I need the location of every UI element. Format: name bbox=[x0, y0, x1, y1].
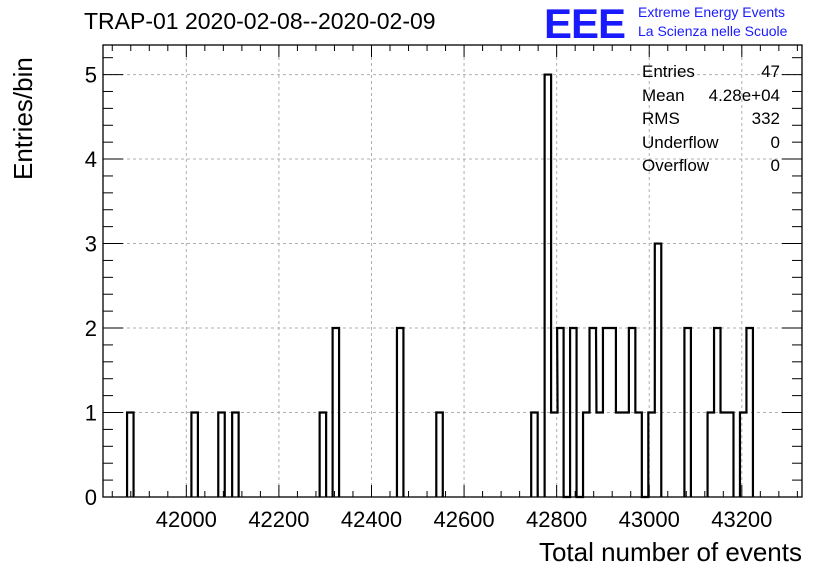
y-tick-label: 4 bbox=[85, 147, 97, 172]
logo-line-2: La Scienza nelle Scuole bbox=[638, 23, 788, 39]
histogram-bin bbox=[590, 328, 596, 497]
histogram-bin bbox=[320, 413, 326, 497]
logo-line-1: Extreme Energy Events bbox=[638, 4, 786, 20]
histogram-bin bbox=[746, 328, 752, 497]
stat-mean: Mean 4.28e+04 bbox=[642, 84, 780, 108]
histogram-bin bbox=[557, 328, 563, 497]
histogram-bin bbox=[127, 413, 133, 497]
eee-logo: EEE bbox=[544, 0, 626, 47]
histogram-bin bbox=[232, 413, 238, 497]
histogram-bin bbox=[436, 413, 442, 497]
histogram-bin bbox=[727, 413, 733, 497]
x-tick-label: 42400 bbox=[341, 507, 402, 532]
histogram-bin bbox=[570, 328, 576, 497]
histogram-bin bbox=[603, 328, 609, 497]
stat-label: Entries bbox=[642, 62, 695, 81]
x-tick-label: 43200 bbox=[711, 507, 772, 532]
tick-labels: 42000 42200 42400 42600 42800 43000 43200 0 1 2 3 4… bbox=[85, 63, 773, 532]
histogram-bin bbox=[191, 413, 197, 497]
stat-value: 0 bbox=[770, 132, 780, 152]
histogram-bin bbox=[740, 413, 746, 497]
histogram-bin bbox=[635, 413, 641, 497]
histogram-bin bbox=[708, 413, 714, 497]
logo-caption: Extreme Energy Events La Scienza nelle S… bbox=[638, 3, 787, 41]
histogram-bin bbox=[596, 413, 602, 497]
stat-label: Mean bbox=[642, 85, 685, 105]
y-tick-label: 3 bbox=[85, 232, 97, 257]
stat-entries: Entries 47 bbox=[642, 60, 780, 84]
chart-title: TRAP-01 2020-02-08--2020-02-09 bbox=[84, 8, 436, 34]
histogram-bin bbox=[714, 328, 720, 497]
stat-overflow: Overflow 0 bbox=[642, 154, 780, 178]
x-tick-label: 42800 bbox=[526, 507, 587, 532]
y-tick-label: 5 bbox=[85, 63, 97, 88]
stat-value: 47 bbox=[761, 62, 780, 81]
histogram-bin bbox=[545, 75, 551, 497]
x-tick-label: 42000 bbox=[156, 507, 217, 532]
y-tick-label: 1 bbox=[85, 401, 97, 426]
stat-rms: RMS 332 bbox=[642, 107, 780, 131]
stat-label: Underflow bbox=[642, 132, 719, 152]
histogram-bin bbox=[616, 413, 622, 497]
stat-value: 0 bbox=[770, 156, 780, 175]
histogram-bin bbox=[622, 413, 628, 497]
histogram-bin bbox=[648, 413, 654, 497]
stat-label: Overflow bbox=[642, 156, 710, 175]
stat-value: 4.28e+04 bbox=[708, 85, 780, 105]
histogram-bin bbox=[531, 413, 537, 497]
x-tick-label: 43000 bbox=[619, 507, 680, 532]
stat-value: 332 bbox=[751, 109, 780, 128]
histogram-bin bbox=[684, 328, 690, 497]
histogram-bin bbox=[397, 328, 403, 497]
stat-underflow: Underflow 0 bbox=[642, 131, 780, 155]
x-tick-label: 42200 bbox=[248, 507, 309, 532]
histogram-bin bbox=[721, 413, 727, 497]
histogram-bin bbox=[218, 413, 224, 497]
axis-ticks bbox=[103, 45, 802, 498]
histogram-bars bbox=[125, 73, 755, 499]
y-tick-label: 2 bbox=[85, 316, 97, 341]
histogram-bin bbox=[333, 328, 339, 497]
histogram-outline bbox=[125, 73, 755, 499]
histogram-bin bbox=[609, 328, 615, 497]
histogram-bin bbox=[583, 413, 589, 497]
x-tick-label: 42600 bbox=[433, 507, 494, 532]
stats-box: Entries 47 Mean 4.28e+04 RMS 332 Underfl… bbox=[642, 60, 780, 178]
histogram-bin bbox=[551, 413, 557, 497]
y-tick-label: 0 bbox=[85, 485, 97, 510]
histogram-bin bbox=[629, 328, 635, 497]
plot-frame bbox=[102, 44, 803, 498]
stat-label: RMS bbox=[642, 109, 680, 128]
histogram-bin bbox=[655, 244, 661, 497]
x-axis-label: Total number of events bbox=[538, 537, 802, 567]
y-axis-label: Entries/bin bbox=[8, 57, 38, 180]
